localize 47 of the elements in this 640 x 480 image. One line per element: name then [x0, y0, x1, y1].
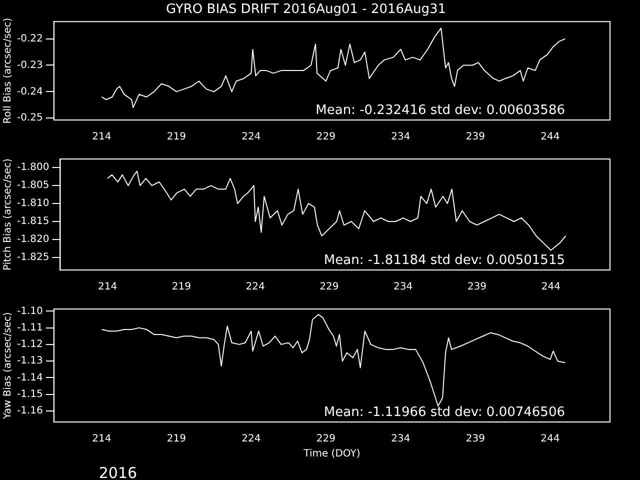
x-tick-label: 224: [242, 132, 261, 143]
y-axis-title: Roll Bias (arcsec/sec): [2, 18, 14, 124]
x-tick-label: 244: [540, 132, 560, 143]
y-tick-label: -1.10: [17, 306, 43, 317]
y-tick-label: -0.22: [17, 33, 43, 44]
x-tick-label: 219: [166, 132, 186, 143]
x-tick-label: 214: [98, 282, 118, 293]
y-tick-label: -1.815: [16, 216, 50, 228]
y-tick-label: -0.24: [17, 86, 43, 98]
y-tick-label: -1.15: [17, 388, 43, 400]
y-tick-label: -0.23: [17, 60, 43, 71]
x-tick-label: 214: [92, 434, 112, 445]
x-tick-label: 244: [540, 434, 560, 445]
x-tick-label: 239: [466, 434, 485, 445]
x-tick-label: 219: [166, 434, 186, 445]
y-tick-label: -1.810: [16, 198, 50, 210]
y-tick-label: -1.13: [17, 356, 43, 367]
y-tick-label: -1.16: [17, 406, 43, 417]
x-tick-label: 219: [172, 282, 191, 293]
x-tick-label: 224: [246, 282, 265, 293]
x-tick-label: 229: [316, 132, 336, 143]
y-tick-label: -1.820: [16, 234, 50, 246]
y-tick-label: -1.825: [16, 252, 50, 264]
annotation: Mean: -0.232416 std dev: 0.00603586: [316, 103, 565, 118]
x-tick-label: 234: [391, 132, 410, 143]
x-tick-label: 229: [316, 434, 336, 445]
x-tick-label: 239: [467, 282, 487, 293]
annotation: Mean: -1.81184 std dev: 0.00501515: [324, 253, 565, 268]
x-tick-label: 239: [466, 132, 485, 143]
y-tick-label: -1.12: [17, 339, 43, 350]
annotation: Mean: -1.11966 std dev: 0.00746506: [324, 405, 565, 420]
x-tick-label: 244: [541, 282, 560, 293]
y-tick-label: -1.14: [17, 372, 43, 384]
text: 2016: [98, 464, 138, 480]
y-axis-title: Pitch Bias (arcsec/sec): [2, 158, 14, 271]
x-tick-label: 234: [394, 282, 413, 293]
y-tick-label: -1.800: [16, 162, 50, 174]
x-tick-label: 214: [92, 132, 112, 143]
y-tick-label: -1.805: [16, 180, 50, 192]
x-tick-label: 229: [320, 282, 339, 293]
y-tick-label: -0.25: [17, 112, 43, 124]
x-axis-title: Time (DOY): [302, 448, 360, 460]
chart-title: GYRO BIAS DRIFT 2016Aug01 - 2016Aug31: [166, 2, 446, 18]
x-tick-label: 224: [242, 434, 261, 445]
y-axis-title: Yaw Bias (arcsec/sec): [2, 312, 14, 420]
x-tick-label: 234: [391, 434, 410, 445]
y-tick-label: -1.11: [17, 322, 43, 334]
